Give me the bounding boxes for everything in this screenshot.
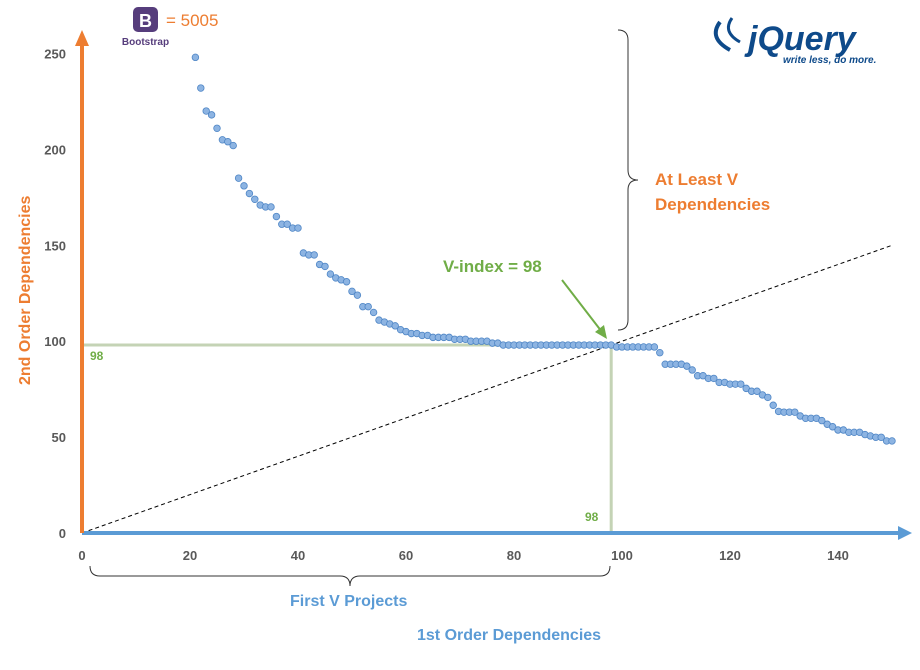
x-tick-label: 20	[183, 548, 197, 563]
x-tick-label: 140	[827, 548, 849, 563]
x-tick-label: 60	[399, 548, 413, 563]
bootstrap-logo: B Bootstrap	[122, 7, 169, 48]
v-index-label: V-index = 98	[443, 257, 542, 276]
y-tick-label: 0	[59, 526, 66, 541]
data-point	[764, 393, 772, 402]
jquery-logo: jQuery write less, do more.	[713, 17, 876, 66]
data-point	[683, 362, 691, 370]
data-point	[769, 401, 777, 409]
y-marker-label: 98	[90, 349, 104, 363]
y-tick-label: 250	[44, 47, 66, 62]
data-point	[191, 53, 200, 62]
data-point	[818, 416, 826, 425]
data-point	[234, 174, 243, 182]
svg-text:jQuery: jQuery	[744, 20, 858, 58]
v-index-arrow	[561, 279, 607, 339]
svg-text:write less, do more.: write less, do more.	[783, 55, 876, 66]
data-point	[348, 287, 356, 296]
x-tick-label: 80	[507, 548, 521, 563]
data-point	[391, 322, 399, 330]
data-point	[213, 124, 221, 133]
x-axis-arrow	[898, 526, 912, 540]
data-point	[353, 291, 362, 299]
data-point	[240, 182, 248, 190]
data-point	[267, 203, 275, 211]
data-point	[245, 189, 254, 198]
bootstrap-value: = 5005	[166, 11, 218, 30]
x-tick-label: 120	[719, 548, 741, 563]
data-point	[791, 408, 799, 416]
data-point	[877, 433, 885, 441]
data-point	[202, 107, 210, 115]
data-point	[737, 380, 745, 388]
data-point	[710, 374, 718, 383]
data-point	[294, 224, 302, 232]
y-tick-label: 50	[52, 430, 66, 445]
data-point	[650, 343, 659, 351]
data-point	[283, 220, 291, 228]
svg-text:B: B	[139, 11, 152, 31]
data-point	[229, 141, 237, 150]
y-tick-label: 150	[44, 238, 66, 253]
data-point	[364, 302, 372, 311]
y-tick-label: 200	[44, 142, 66, 157]
data-point	[369, 308, 378, 317]
x-tick-label: 40	[291, 548, 305, 563]
data-point	[688, 366, 696, 374]
data-point	[342, 278, 351, 286]
data-point	[888, 437, 896, 445]
data-point	[197, 84, 205, 92]
reference-line	[81, 244, 893, 534]
data-point	[326, 270, 335, 278]
data-point	[753, 387, 761, 395]
data-point	[321, 262, 329, 271]
x-marker-label: 98	[585, 510, 599, 524]
x-axis-title: 1st Order Dependencies	[417, 627, 601, 644]
x-tick-label: 100	[611, 548, 633, 563]
y-tick-label: 100	[44, 334, 66, 349]
x-tick-label: 0	[78, 548, 85, 563]
data-point	[207, 111, 216, 119]
brace-label-line2: Dependencies	[655, 195, 770, 214]
data-point	[656, 349, 664, 357]
data-point	[828, 423, 837, 431]
data-point	[251, 195, 259, 203]
data-point	[310, 251, 318, 259]
y-axis-arrow	[75, 30, 89, 46]
svg-text:Bootstrap: Bootstrap	[122, 37, 169, 48]
vertical-brace	[617, 29, 639, 331]
data-point	[272, 212, 281, 221]
data-point	[224, 138, 232, 146]
horizontal-brace	[89, 565, 611, 587]
first-v-projects-label: First V Projects	[290, 593, 407, 610]
brace-label-line1: At Least V	[655, 170, 739, 189]
y-axis-title: 2nd Order Dependencies	[17, 196, 34, 385]
